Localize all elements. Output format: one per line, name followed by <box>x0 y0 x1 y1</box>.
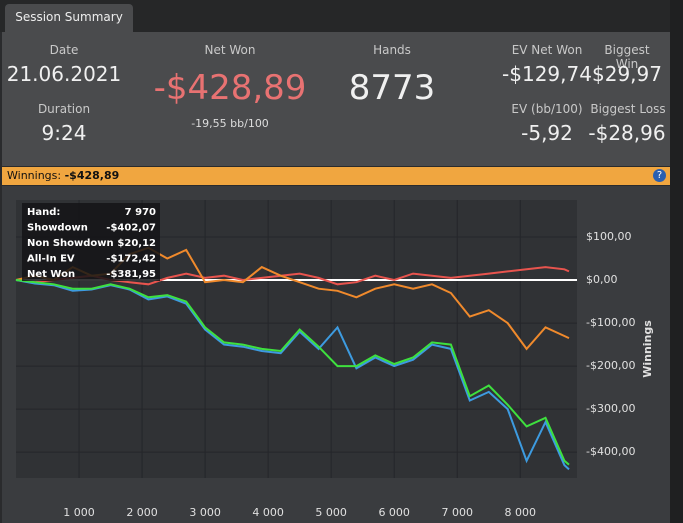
tooltip-value: -$381,95 <box>106 269 156 280</box>
tooltip-value: 7 970 <box>125 207 156 218</box>
y-tick-label: -$300,00 <box>586 402 635 415</box>
y-tick-label: -$400,00 <box>586 445 635 458</box>
value: $29,97 <box>592 62 662 86</box>
side-strip <box>670 0 683 523</box>
value: -5,92 <box>521 121 573 145</box>
tooltip-value: -$402,07 <box>106 223 156 234</box>
chart: Winnings 1 000 2 000 3 000 4 000 5 000 6 000 7… <box>2 186 670 523</box>
x-tick-label: 2 000 <box>126 506 158 519</box>
x-tick-label: 6 000 <box>378 506 410 519</box>
tab[interactable]: Session Summary <box>5 4 133 32</box>
sub-value: -19,55 bb/100 <box>191 117 269 130</box>
value: -$28,96 <box>588 121 666 145</box>
label: EV (bb/100) <box>511 102 583 116</box>
y-tick-label: -$200,00 <box>586 359 635 372</box>
help-icon[interactable]: ? <box>653 169 666 182</box>
tooltip-label: All-In EV <box>27 254 75 265</box>
label: Duration <box>37 102 91 116</box>
value: 9:24 <box>41 121 87 145</box>
value: -$129,74 <box>502 62 592 86</box>
label: Net Won <box>204 43 256 57</box>
y-tick-label: $100,00 <box>586 230 632 243</box>
x-tick-label: 1 000 <box>63 506 95 519</box>
hands: 8773 <box>348 68 436 108</box>
x-tick-label: 3 000 <box>189 506 221 519</box>
tooltip-label: Non Showdown <box>27 238 114 249</box>
x-tick-label: 5 000 <box>315 506 347 519</box>
series-line <box>15 279 570 466</box>
label: Hands <box>373 43 411 57</box>
y-tick-label: $0,00 <box>586 273 618 286</box>
tooltip-value: -$172,42 <box>106 254 156 265</box>
x-tick-label: 8 000 <box>505 506 537 519</box>
banner: Winnings: -$428,89 ? <box>2 167 670 185</box>
x-tick-label: 4 000 <box>252 506 284 519</box>
summary-panel <box>2 32 670 166</box>
label: Biggest Win <box>604 43 650 71</box>
tooltip-value: $20,12 <box>117 238 156 249</box>
label: EV Net Won <box>511 43 583 57</box>
tooltip-label: Showdown <box>27 223 88 234</box>
tooltip-label: Net Won <box>27 269 75 280</box>
tooltip-box <box>22 203 160 281</box>
value: 21.06.2021 <box>6 62 122 86</box>
banner-label: Winnings: <box>7 169 62 182</box>
y-axis-label: Winnings <box>641 320 654 378</box>
label: Date <box>49 43 79 57</box>
net-won: -$428,89 <box>153 68 307 108</box>
banner-value: -$428,89 <box>64 169 120 182</box>
x-tick-label: 7 000 <box>441 506 473 519</box>
y-tick-label: -$100,00 <box>586 316 635 329</box>
label: Biggest Loss <box>590 102 666 116</box>
tooltip-label: Hand: <box>27 207 60 218</box>
